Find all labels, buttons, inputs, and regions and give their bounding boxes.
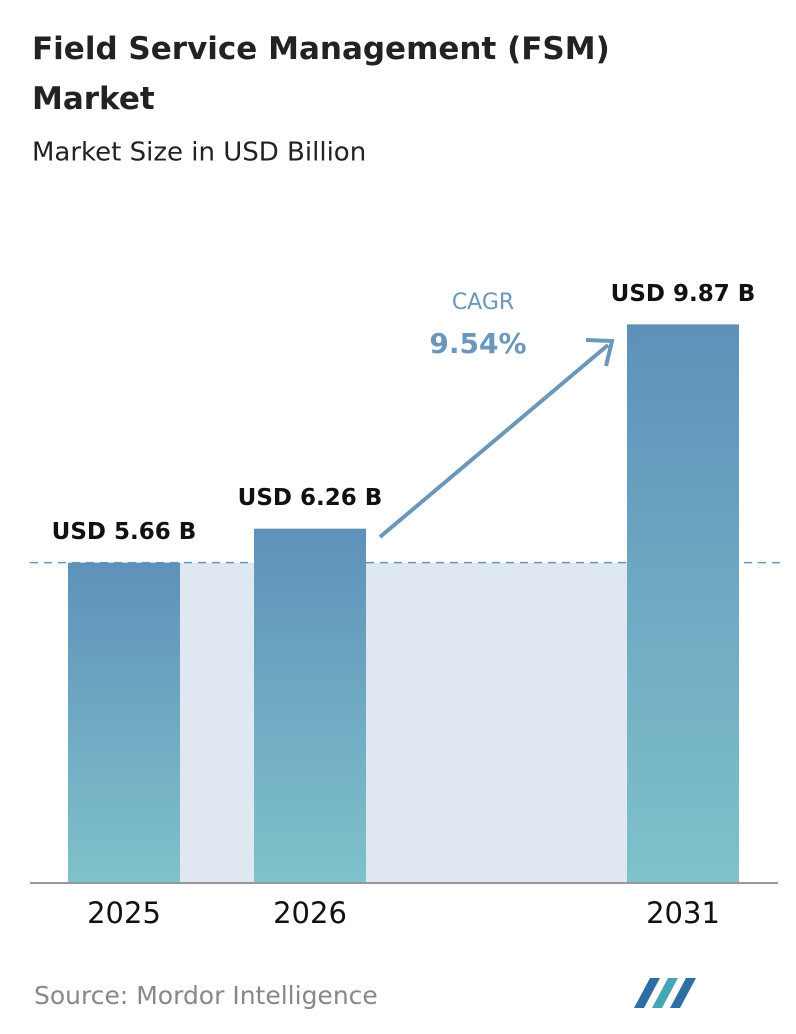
bar (68, 562, 180, 883)
value-label: USD 9.87 B (611, 281, 756, 307)
value-label: USD 6.26 B (238, 485, 383, 511)
chart-subtitle: Market Size in USD Billion (32, 138, 366, 168)
bar (254, 528, 366, 883)
cagr-arrow (378, 343, 610, 539)
x-tick-label: 2026 (273, 896, 347, 930)
chart-title: Field Service Management (FSM) Market (32, 31, 610, 117)
source: Source: Mordor Intelligence (34, 981, 378, 1010)
x-tick-label: 2025 (87, 896, 161, 930)
cagr-value: 9.54% (429, 327, 526, 360)
x-tick-label: 2031 (646, 896, 720, 930)
value-label: USD 5.66 B (52, 519, 197, 545)
cagr-label: CAGR (452, 290, 514, 315)
logo (634, 978, 696, 1008)
cagr-arrowhead (585, 338, 615, 367)
bar (627, 324, 739, 883)
